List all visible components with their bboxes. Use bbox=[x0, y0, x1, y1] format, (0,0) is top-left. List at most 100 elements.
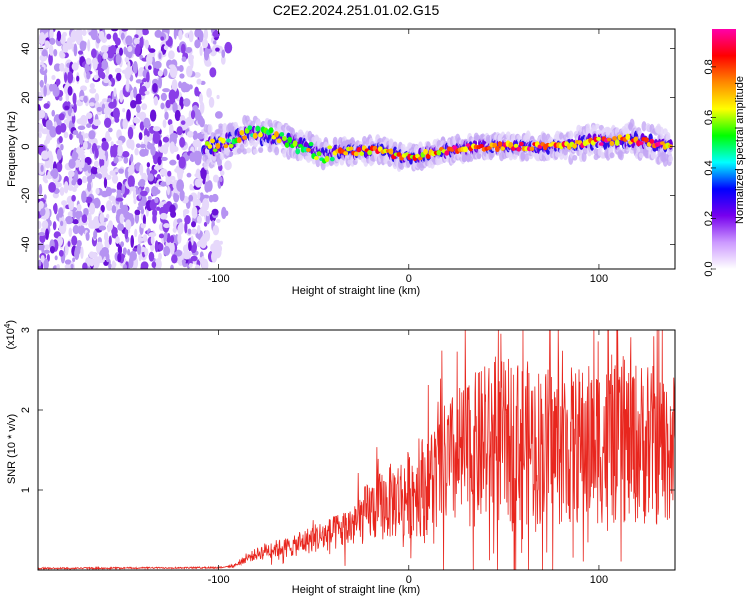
noise-blob bbox=[72, 186, 77, 192]
noise-blob bbox=[170, 175, 176, 181]
noise-blob bbox=[81, 190, 87, 204]
ridge-point bbox=[367, 150, 373, 156]
noise-blob bbox=[60, 33, 66, 45]
noise-blob bbox=[104, 239, 109, 248]
noise-blob bbox=[172, 102, 178, 114]
ridge-point bbox=[649, 138, 655, 144]
noise-blob bbox=[158, 233, 165, 239]
noise-blob bbox=[69, 133, 73, 141]
halo-blob bbox=[222, 122, 228, 133]
halo-blob bbox=[246, 147, 252, 154]
noise-blob bbox=[212, 30, 221, 38]
noise-blob bbox=[189, 54, 194, 61]
noise-blob bbox=[76, 203, 82, 212]
ridge-point bbox=[268, 127, 274, 134]
noise-blob bbox=[196, 132, 205, 140]
noise-blob bbox=[103, 77, 110, 84]
noise-blob bbox=[38, 109, 46, 119]
noise-blob bbox=[219, 176, 223, 183]
noise-blob bbox=[45, 228, 49, 241]
noise-blob bbox=[115, 53, 122, 65]
noise-blob bbox=[127, 167, 134, 174]
noise-blob bbox=[166, 185, 171, 196]
noise-blob bbox=[56, 161, 63, 173]
noise-blob bbox=[157, 76, 163, 89]
noise-blob bbox=[168, 89, 177, 103]
noise-blob bbox=[132, 247, 138, 252]
noise-blob bbox=[56, 30, 62, 42]
noise-blob bbox=[171, 254, 178, 264]
noise-blob bbox=[163, 68, 168, 77]
noise-blob bbox=[181, 259, 187, 264]
noise-blob bbox=[68, 227, 73, 238]
noise-blob bbox=[147, 195, 152, 201]
noise-blob bbox=[125, 35, 133, 46]
noise-blob bbox=[203, 29, 209, 41]
noise-blob bbox=[190, 255, 198, 262]
noise-blob bbox=[204, 229, 211, 242]
noise-blob bbox=[88, 102, 95, 107]
ridge-point bbox=[625, 133, 631, 141]
noise-blob bbox=[60, 143, 64, 151]
noise-blob bbox=[128, 255, 134, 269]
noise-blob bbox=[170, 264, 174, 269]
noise-blob bbox=[70, 264, 74, 269]
snr-xtick-label: -100 bbox=[208, 574, 230, 586]
noise-blob bbox=[89, 83, 95, 89]
spectrogram-ytick-label: 0 bbox=[20, 143, 32, 149]
noise-blob bbox=[38, 131, 42, 139]
noise-blob bbox=[94, 148, 99, 159]
ridge-point bbox=[327, 145, 333, 150]
noise-blob bbox=[73, 102, 77, 113]
noise-blob bbox=[184, 221, 188, 234]
noise-blob bbox=[112, 107, 120, 120]
noise-blob bbox=[97, 67, 104, 78]
noise-blob bbox=[130, 234, 135, 248]
noise-blob bbox=[182, 250, 191, 260]
noise-blob bbox=[196, 78, 202, 85]
noise-blob bbox=[157, 156, 162, 166]
ridge-point bbox=[638, 141, 644, 146]
noise-blob bbox=[64, 105, 70, 110]
noise-blob bbox=[98, 243, 104, 249]
noise-blob bbox=[141, 103, 148, 111]
snr-panel: -100 0 100 1 2 3 Height of straight line (km)… bbox=[3, 320, 676, 596]
noise-blob bbox=[130, 153, 134, 163]
noise-blob bbox=[115, 197, 124, 202]
noise-blob bbox=[144, 90, 150, 95]
snr-xtick-label: 0 bbox=[406, 574, 412, 586]
chart-title: C2E2.2024.251.01.02.G15 bbox=[273, 2, 440, 18]
noise-blob bbox=[138, 132, 143, 141]
noise-blob bbox=[117, 223, 124, 231]
noise-blob bbox=[215, 47, 220, 52]
noise-blob bbox=[104, 117, 112, 128]
noise-blob bbox=[39, 207, 46, 217]
noise-blob bbox=[126, 109, 131, 122]
ridge-point bbox=[220, 137, 226, 144]
noise-blob bbox=[120, 204, 129, 214]
noise-blob bbox=[198, 257, 203, 262]
ridge-point bbox=[479, 143, 484, 149]
noise-blob bbox=[113, 87, 117, 97]
noise-blob bbox=[160, 156, 168, 162]
ridge-point bbox=[279, 132, 285, 137]
noise-blob bbox=[98, 225, 107, 231]
noise-blob bbox=[93, 160, 99, 168]
ridge-point bbox=[252, 132, 258, 139]
noise-blob bbox=[159, 212, 168, 220]
spectrogram-xlabel: Height of straight line (km) bbox=[292, 285, 420, 297]
noise-blob bbox=[64, 259, 72, 265]
noise-blob bbox=[146, 143, 155, 150]
ridge-point bbox=[612, 136, 617, 141]
noise-blob bbox=[109, 188, 117, 193]
noise-blob bbox=[117, 253, 122, 263]
noise-blob bbox=[191, 221, 197, 228]
noise-blob bbox=[81, 214, 88, 223]
noise-blob bbox=[212, 224, 220, 236]
noise-blob bbox=[80, 146, 85, 159]
noise-blob bbox=[144, 39, 149, 49]
noise-blob bbox=[77, 125, 86, 130]
noise-blob bbox=[108, 263, 112, 269]
noise-blob bbox=[135, 29, 143, 36]
noise-blob bbox=[102, 52, 109, 60]
